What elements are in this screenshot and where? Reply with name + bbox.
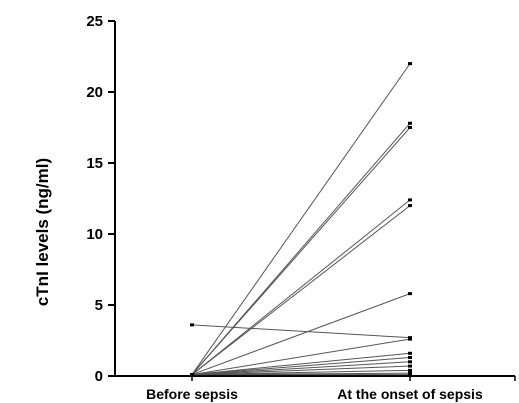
series-markers: [190, 62, 412, 377]
y-tick-label: 20: [86, 84, 103, 101]
data-point: [408, 121, 412, 125]
data-point: [190, 373, 194, 377]
series-line: [191, 293, 411, 376]
y-axis-title: cTnI levels (ng/ml): [33, 158, 52, 306]
data-point: [408, 292, 412, 296]
data-point: [408, 62, 412, 66]
data-point: [408, 126, 412, 129]
data-point: [408, 364, 412, 368]
y-tick-label: 10: [86, 226, 103, 243]
data-point: [408, 204, 412, 208]
x-tick-label: At the onset of sepsis: [337, 386, 483, 402]
data-point: [408, 373, 412, 377]
y-tick-label: 15: [86, 155, 103, 172]
x-tick-label: Before sepsis: [146, 386, 238, 402]
series-line: [191, 352, 411, 376]
series-line: [191, 357, 411, 376]
y-tick-label: 5: [95, 297, 103, 314]
data-point: [408, 356, 412, 360]
data-point: [408, 198, 412, 202]
data-point: [408, 360, 412, 364]
series-line: [191, 127, 411, 375]
series-line: [191, 63, 411, 375]
series-line: [191, 361, 411, 376]
series-line: [191, 205, 411, 375]
data-point: [408, 351, 412, 355]
y-axis: 0 5 10 15 20 25: [86, 13, 116, 385]
series-line: [191, 365, 411, 376]
series-lines: [191, 63, 411, 376]
x-axis: Before sepsis At the onset of sepsis: [115, 375, 516, 402]
data-point: [408, 337, 412, 341]
data-point: [190, 323, 194, 327]
series-line: [191, 324, 411, 339]
y-tick-label: 0: [95, 368, 103, 385]
series-line: [191, 338, 411, 376]
data-point: [408, 368, 412, 372]
y-tick-label: 25: [86, 13, 103, 30]
series-line: [191, 199, 411, 375]
